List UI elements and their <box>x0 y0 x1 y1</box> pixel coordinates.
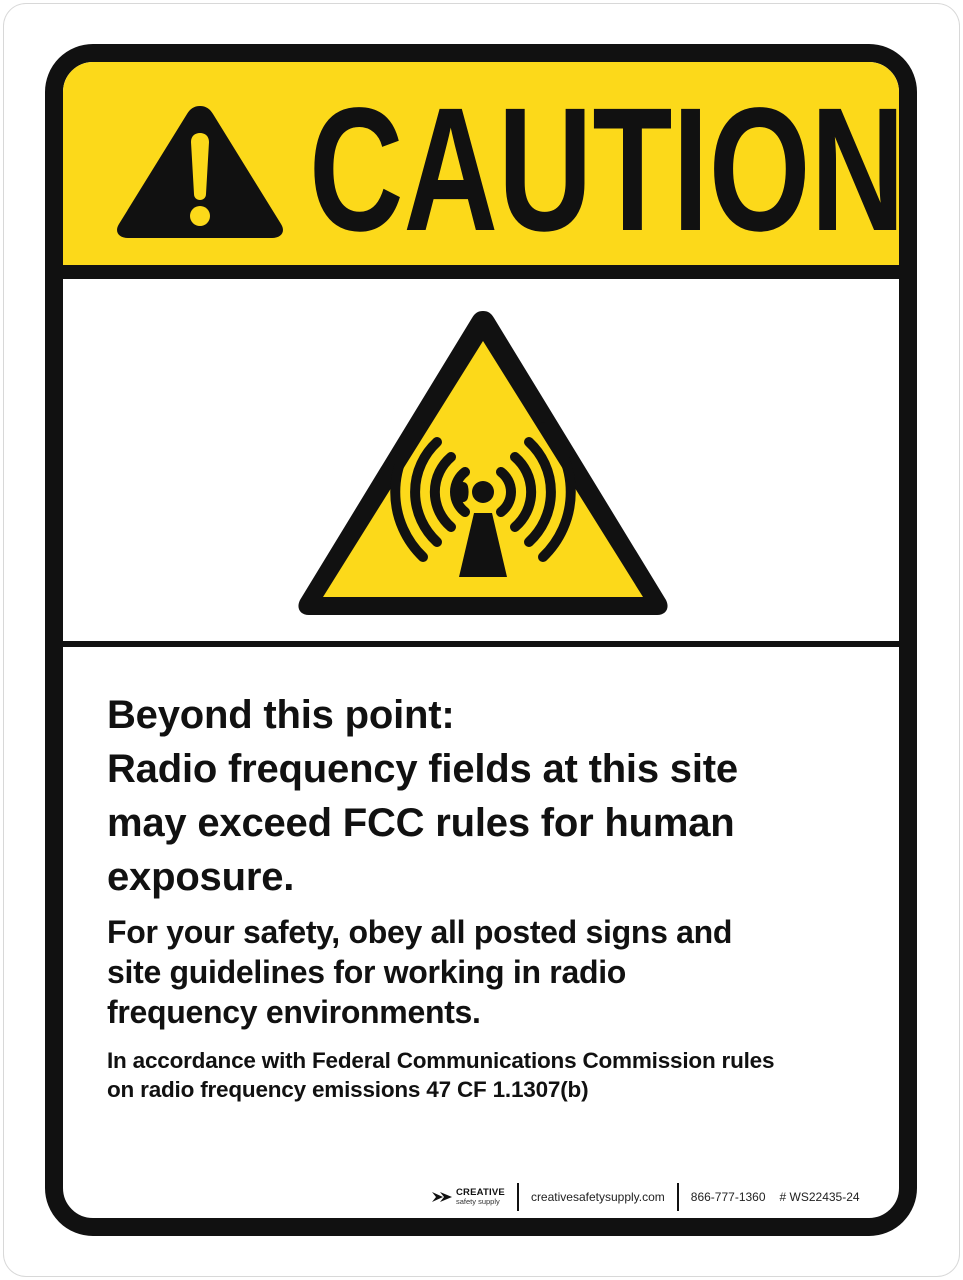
brand-logo-icon <box>432 1192 452 1202</box>
headline-message: Beyond this point: Radio frequency field… <box>107 688 867 904</box>
caution-title-text: CAUTION <box>309 84 905 252</box>
instruction-line: frequency environments. <box>107 994 481 1030</box>
safety-instruction: For your safety, obey all posted signs a… <box>107 912 867 1032</box>
headline-line: Radio frequency fields at this site <box>107 747 738 791</box>
headline-line: may exceed FCC rules for human <box>107 801 735 845</box>
radio-frequency-radiation-warning-icon <box>298 311 668 615</box>
footer-phone: 866-777-1360 <box>690 1190 766 1204</box>
caution-title: CAUTION <box>309 84 905 252</box>
brand-name: CREATIVE <box>456 1187 505 1198</box>
antenna-dot <box>472 481 494 503</box>
brand-tagline: safety supply <box>456 1197 500 1206</box>
exclamation-triangle-icon <box>117 106 283 238</box>
sign-footer: CREATIVE safety supply creativesafetysup… <box>431 1182 860 1212</box>
regulation-line: on radio frequency emissions 47 CF 1.130… <box>107 1077 589 1102</box>
footer-divider <box>676 1183 679 1211</box>
footer-divider <box>516 1183 519 1211</box>
instruction-line: For your safety, obey all posted signs a… <box>107 914 733 950</box>
footer-product-code: # WS22435-24 <box>779 1190 860 1204</box>
instruction-line: site guidelines for working in radio <box>107 954 627 990</box>
regulation-note: In accordance with Federal Communication… <box>107 1046 867 1104</box>
footer-website: creativesafetysupply.com <box>530 1190 665 1204</box>
sign-text: Beyond this point: Radio frequency field… <box>107 688 867 1104</box>
headline-line: Beyond this point: <box>107 693 455 737</box>
headline-line: exposure. <box>107 855 295 899</box>
caution-sign: CAUTION Beyond this point: Radi <box>45 44 917 1236</box>
brand-logo: CREATIVE safety supply <box>431 1188 505 1206</box>
radio-wave-arcs <box>390 422 576 562</box>
caution-header: CAUTION <box>63 62 899 279</box>
regulation-line: In accordance with Federal Communication… <box>107 1048 775 1073</box>
antenna-mast <box>459 513 507 577</box>
symbol-panel <box>63 279 899 647</box>
